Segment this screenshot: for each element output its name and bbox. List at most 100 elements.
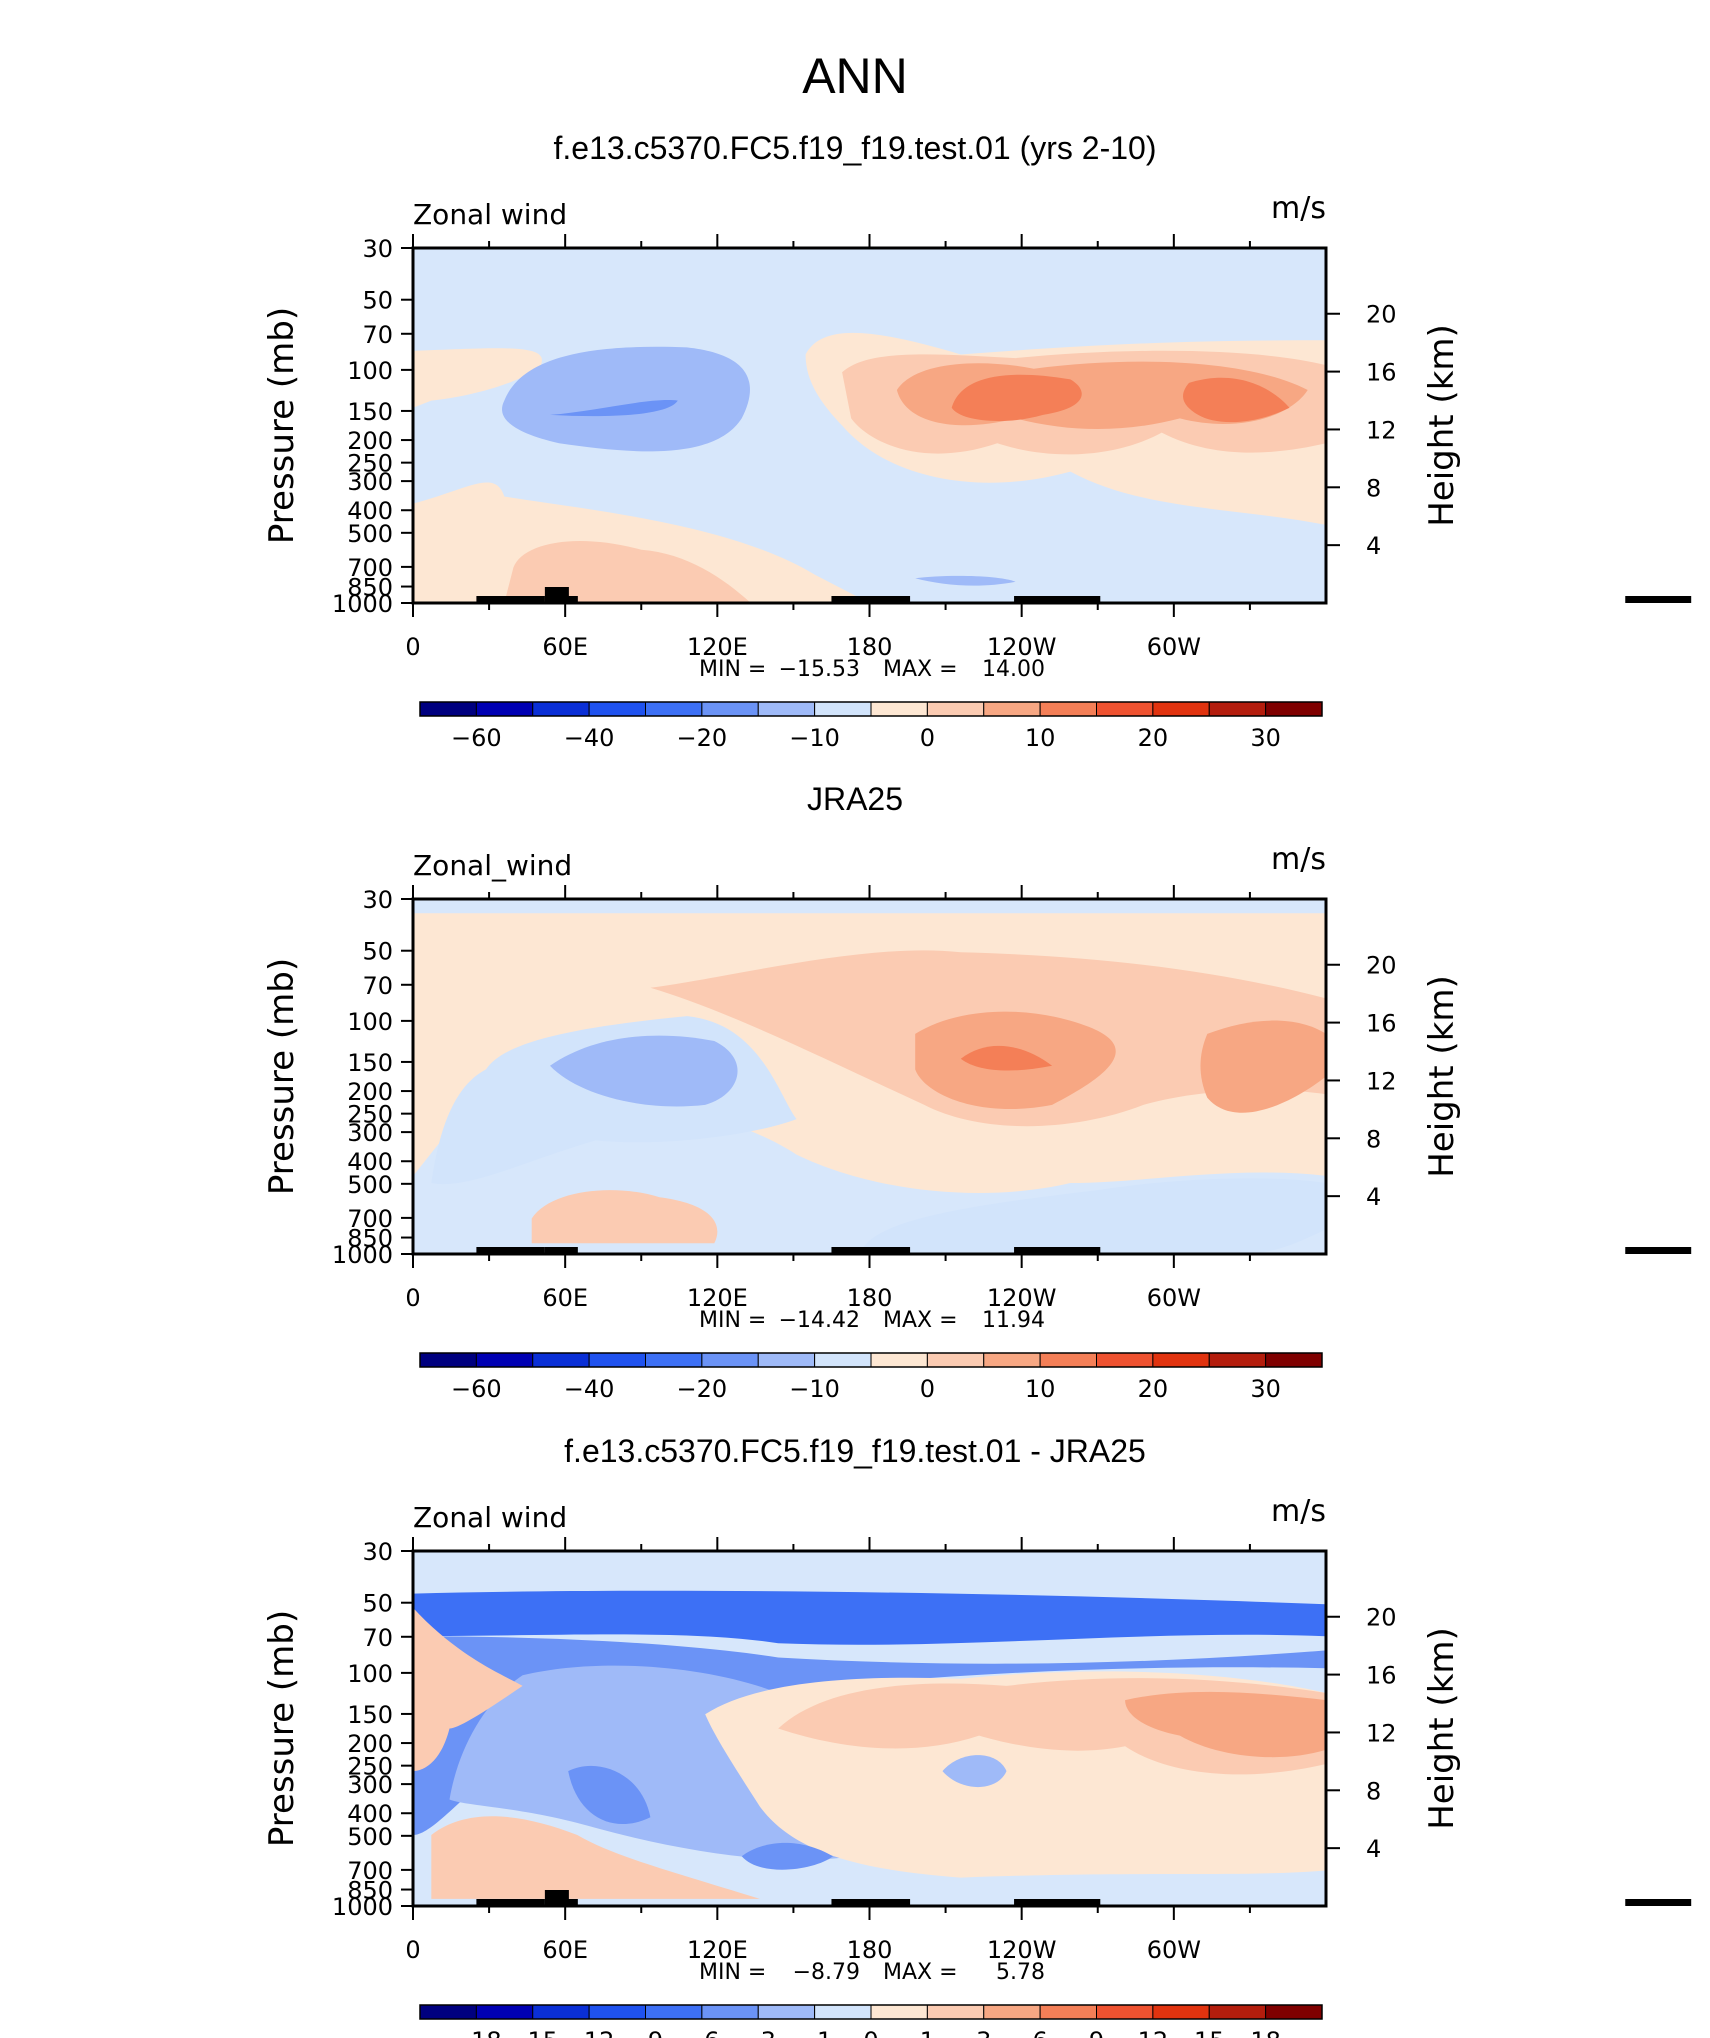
x-tick-label: 0 bbox=[405, 1936, 420, 1964]
y-tick-label: 30 bbox=[362, 886, 393, 914]
colorbar-swatch bbox=[419, 2004, 477, 2020]
colorbar-swatch bbox=[870, 2004, 928, 2020]
colorbar-swatch bbox=[1265, 2004, 1323, 2020]
y-tick-label: 30 bbox=[362, 235, 393, 263]
y-right-axis-title: Height (km) bbox=[1422, 324, 1462, 527]
chart-variable-label: Zonal_wind bbox=[413, 849, 572, 882]
contour-fill bbox=[568, 1765, 651, 1825]
colorbar-label: 0 bbox=[863, 2027, 878, 2038]
y-right-tick-label: 12 bbox=[1366, 416, 1397, 444]
colorbar-swatch bbox=[1208, 1352, 1267, 1368]
y-tick-label: 1000 bbox=[332, 1241, 393, 1269]
x-tick-label: 120E bbox=[687, 1284, 748, 1312]
x-tick-label: 0 bbox=[405, 633, 420, 661]
y-tick-label: 200 bbox=[347, 427, 393, 455]
x-tick-label: 120E bbox=[687, 633, 748, 661]
land-mask bbox=[476, 1899, 545, 1906]
contour-fill bbox=[413, 1590, 1326, 1645]
colorbar-swatch bbox=[475, 2004, 534, 2020]
colorbar-label: −40 bbox=[564, 1375, 615, 1403]
y-tick-label: 500 bbox=[347, 520, 393, 548]
y-right-tick-label: 16 bbox=[1366, 359, 1397, 387]
colorbar-swatch bbox=[701, 701, 759, 717]
land-mask-peak bbox=[544, 587, 569, 603]
land-mask bbox=[476, 1247, 545, 1254]
y-tick-label: 850 bbox=[347, 574, 393, 602]
y-tick-label: 300 bbox=[347, 1119, 393, 1147]
colorbar-swatch bbox=[475, 1352, 534, 1368]
colorbar-swatch bbox=[588, 701, 646, 717]
y-tick-label: 400 bbox=[347, 1148, 393, 1176]
land-mask bbox=[831, 1247, 911, 1254]
x-tick-label: 60E bbox=[542, 1936, 588, 1964]
contour-fill bbox=[1200, 1020, 1326, 1113]
y-right-tick-label: 4 bbox=[1366, 1183, 1381, 1211]
x-tick-label: 180 bbox=[847, 1284, 893, 1312]
colorbar-swatch bbox=[532, 701, 590, 717]
min-value: −14.42 bbox=[779, 1308, 860, 1333]
y-axis-title: Pressure (mb) bbox=[262, 1610, 302, 1847]
max-label: MAX = bbox=[883, 1960, 958, 1985]
x-tick-label: 60W bbox=[1147, 1284, 1201, 1312]
contour-fill bbox=[413, 1607, 523, 1772]
y-right-tick-label: 16 bbox=[1366, 1010, 1397, 1038]
contour-fill bbox=[502, 346, 750, 452]
max-value: 14.00 bbox=[982, 657, 1045, 682]
colorbar-label: 30 bbox=[1250, 724, 1281, 752]
colorbar-frame bbox=[419, 2004, 1323, 2020]
colorbar-label: −1 bbox=[797, 2027, 832, 2038]
x-tick-label: 120W bbox=[987, 633, 1057, 661]
chart-unit-label: m/s bbox=[1271, 842, 1326, 877]
colorbar-swatch bbox=[757, 701, 816, 717]
colorbar-label: −10 bbox=[789, 724, 840, 752]
contour-fill bbox=[951, 374, 1082, 422]
colorbar-swatch bbox=[1265, 701, 1323, 717]
colorbar-label: 30 bbox=[1250, 1375, 1281, 1403]
y-tick-label: 400 bbox=[347, 1800, 393, 1828]
colorbar-label: 12 bbox=[1138, 2027, 1169, 2038]
land-mask bbox=[544, 1247, 578, 1254]
y-right-tick-label: 20 bbox=[1366, 1604, 1397, 1632]
min-label: MIN = bbox=[699, 1960, 766, 1985]
colorbar-label: −60 bbox=[451, 724, 502, 752]
min-value: −15.53 bbox=[779, 657, 860, 682]
y-tick-label: 200 bbox=[347, 1078, 393, 1106]
contour-fill bbox=[942, 1755, 1007, 1788]
colorbar-swatch bbox=[588, 1352, 646, 1368]
colorbar-label: −6 bbox=[684, 2027, 719, 2038]
y-tick-label: 150 bbox=[347, 398, 393, 426]
chart-title: JRA25 bbox=[807, 781, 903, 817]
colorbar-swatch bbox=[814, 701, 872, 717]
min-value: −8.79 bbox=[793, 1960, 860, 1985]
contour-fill bbox=[531, 1190, 718, 1244]
max-label: MAX = bbox=[883, 1308, 958, 1333]
colorbar-label: −12 bbox=[564, 2027, 615, 2038]
y-tick-label: 250 bbox=[347, 450, 393, 478]
y-tick-label: 400 bbox=[347, 497, 393, 525]
y-tick-label: 30 bbox=[362, 1538, 393, 1566]
colorbar-swatch bbox=[757, 2004, 816, 2020]
colorbar-swatch bbox=[475, 701, 534, 717]
contour-fill bbox=[550, 1035, 738, 1107]
colorbar-label: 10 bbox=[1025, 724, 1056, 752]
y-tick-label: 300 bbox=[347, 468, 393, 496]
y-tick-label: 70 bbox=[362, 321, 393, 349]
min-label: MIN = bbox=[699, 657, 766, 682]
max-value: 11.94 bbox=[982, 1308, 1045, 1333]
y-tick-label: 700 bbox=[347, 554, 393, 582]
x-tick-label: 60W bbox=[1147, 1936, 1201, 1964]
colorbar-label: 20 bbox=[1138, 1375, 1169, 1403]
chart-variable-label: Zonal wind bbox=[413, 1501, 567, 1534]
y-tick-label: 100 bbox=[347, 1660, 393, 1688]
page-title: ANN bbox=[802, 48, 908, 104]
y-tick-label: 250 bbox=[347, 1753, 393, 1781]
y-right-tick-label: 8 bbox=[1366, 1777, 1381, 1805]
colorbar-swatch bbox=[870, 1352, 928, 1368]
contour-fill bbox=[960, 1045, 1053, 1071]
y-right-tick-label: 4 bbox=[1366, 1835, 1381, 1863]
colorbar-swatch bbox=[419, 701, 477, 717]
y-tick-label: 1000 bbox=[332, 590, 393, 618]
y-tick-label: 300 bbox=[347, 1771, 393, 1799]
colorbar-swatch bbox=[645, 1352, 703, 1368]
colorbar-swatch bbox=[532, 2004, 590, 2020]
